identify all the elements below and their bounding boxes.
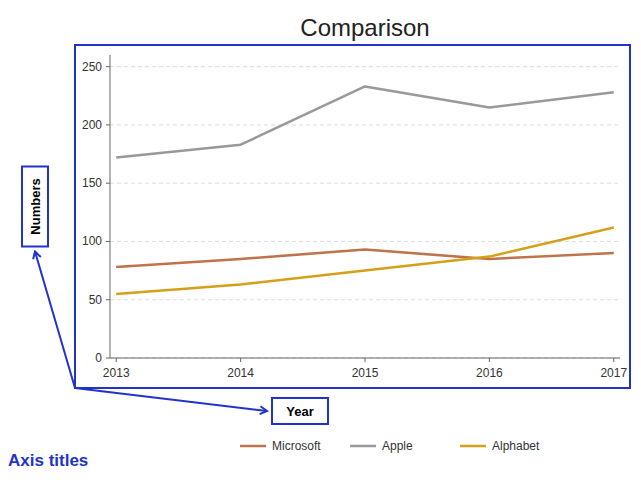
x-tick xyxy=(116,358,117,362)
x-tick xyxy=(613,358,614,362)
y-tick-label: 0 xyxy=(95,351,102,365)
annotation: Axis titles xyxy=(8,451,88,470)
y-tick xyxy=(106,124,110,125)
arrow xyxy=(75,388,267,411)
x-tick-label: 2016 xyxy=(476,366,503,380)
y-tick-label: 150 xyxy=(82,176,102,190)
legend-label: Microsoft xyxy=(272,439,321,453)
x-tick xyxy=(365,358,366,362)
y-tick xyxy=(106,358,110,359)
x-tick xyxy=(489,358,490,362)
y-tick xyxy=(106,241,110,242)
grid-line xyxy=(110,124,620,125)
y-label-box xyxy=(22,167,48,247)
grid-line xyxy=(110,183,620,184)
x-label: Year xyxy=(286,404,313,419)
y-tick xyxy=(106,299,110,300)
y-axis-line xyxy=(110,55,111,358)
x-tick-label: 2013 xyxy=(103,366,130,380)
y-label-group: Numbers xyxy=(22,167,48,247)
x-tick-label: 2015 xyxy=(352,366,379,380)
x-tick-label: 2014 xyxy=(227,366,254,380)
y-tick-label: 200 xyxy=(82,118,102,132)
x-tick-label: 2017 xyxy=(600,366,627,380)
y-tick xyxy=(106,183,110,184)
series-line xyxy=(116,227,614,293)
legend-swatch xyxy=(460,445,486,448)
x-label-box xyxy=(272,398,328,424)
y-tick-label: 50 xyxy=(89,293,103,307)
series-line xyxy=(116,86,614,157)
y-label: Numbers xyxy=(28,178,43,234)
y-tick-label: 250 xyxy=(82,60,102,74)
legend-label: Apple xyxy=(382,439,413,453)
lines xyxy=(116,86,614,293)
grid-line xyxy=(110,241,620,242)
y-tick-label: 100 xyxy=(82,234,102,248)
chart: Comparison 0 50 100 150 200 250 2013 2014 2015 201… xyxy=(0,0,641,480)
legend-swatch xyxy=(350,445,376,448)
legend-label: Alphabet xyxy=(492,439,540,453)
grid-line xyxy=(110,66,620,67)
x-tick xyxy=(240,358,241,362)
title: Comparison xyxy=(300,14,429,41)
legend-swatch xyxy=(240,445,266,448)
grid-line xyxy=(110,299,620,300)
chart-frame xyxy=(75,45,630,388)
series-line xyxy=(116,250,614,267)
arrow xyxy=(35,252,75,389)
y-tick xyxy=(106,66,110,67)
legend: Microsoft Apple Alphabet xyxy=(240,439,540,453)
